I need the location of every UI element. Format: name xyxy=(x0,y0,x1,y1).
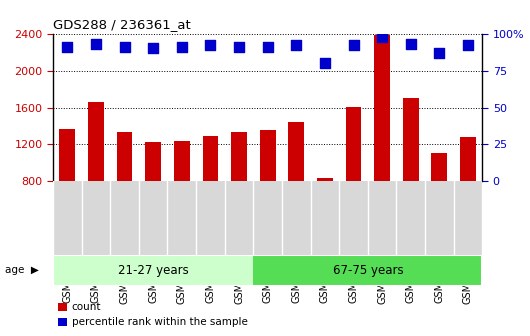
Bar xyxy=(253,255,482,286)
Text: age  ▶: age ▶ xyxy=(5,265,39,276)
Bar xyxy=(117,132,132,255)
Point xyxy=(206,43,215,48)
Bar xyxy=(174,141,190,255)
Point xyxy=(63,44,72,50)
Point xyxy=(464,43,472,48)
Bar xyxy=(288,122,304,255)
Bar xyxy=(460,137,476,255)
Bar xyxy=(53,255,482,286)
Bar xyxy=(403,98,419,255)
Bar xyxy=(59,129,75,255)
Point xyxy=(292,43,301,48)
Point xyxy=(235,44,243,50)
Text: GDS288 / 236361_at: GDS288 / 236361_at xyxy=(53,18,191,31)
Bar xyxy=(145,142,161,255)
Point xyxy=(407,41,415,47)
Bar xyxy=(431,153,447,255)
Point xyxy=(263,44,272,50)
Text: 21-27 years: 21-27 years xyxy=(118,264,189,277)
Point xyxy=(349,43,358,48)
Bar xyxy=(53,255,253,286)
Point xyxy=(149,46,157,51)
Bar xyxy=(231,132,247,255)
Point xyxy=(178,44,186,50)
Bar xyxy=(260,130,276,255)
Point xyxy=(120,44,129,50)
Point xyxy=(435,50,444,55)
Point xyxy=(92,41,100,47)
Bar xyxy=(88,102,104,255)
Text: 67-75 years: 67-75 years xyxy=(332,264,403,277)
Bar xyxy=(317,178,333,255)
Point xyxy=(321,60,329,66)
Bar xyxy=(346,107,361,255)
Bar xyxy=(202,136,218,255)
Point xyxy=(378,34,386,39)
Legend: count, percentile rank within the sample: count, percentile rank within the sample xyxy=(58,302,248,327)
Bar xyxy=(374,35,390,255)
